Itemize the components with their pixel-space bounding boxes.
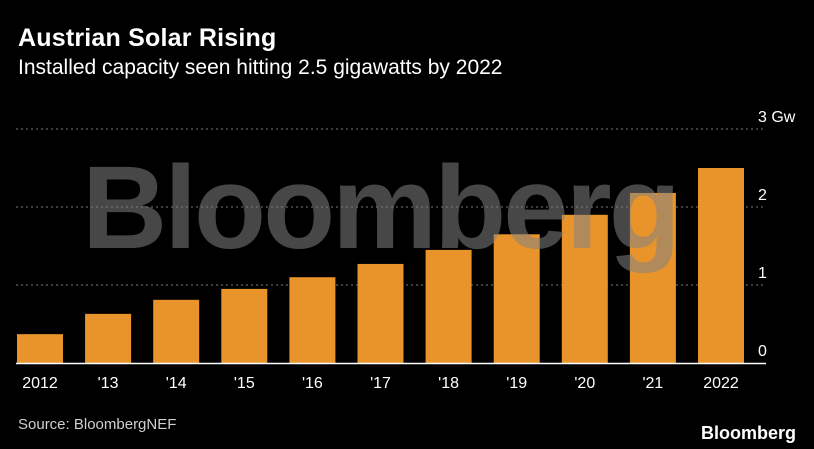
y-axis-ticks: 0 1 2 3 Gw (758, 109, 796, 360)
x-tick-label: '20 (574, 375, 595, 392)
bar (85, 313, 132, 363)
bar (289, 277, 336, 363)
bar (221, 288, 268, 363)
x-axis-ticks: 2012 '13 '14 '15 '16 '17 '18 '19 '20 '21 2022 (22, 375, 739, 392)
bar (698, 168, 744, 363)
bar (425, 249, 472, 363)
x-tick-label: '17 (370, 375, 391, 392)
y-tick-label: 3 Gw (758, 109, 796, 126)
bar (493, 234, 540, 363)
x-tick-label: '21 (642, 375, 663, 392)
y-tick-label: 0 (758, 343, 767, 360)
bar (357, 263, 404, 363)
y-tick-label: 2 (758, 187, 767, 204)
x-tick-label: '15 (234, 375, 255, 392)
bloomberg-logo: Bloomberg (700, 423, 796, 443)
x-tick-label: '16 (302, 375, 323, 392)
x-tick-label: '13 (98, 375, 119, 392)
x-tick-label: '19 (506, 375, 527, 392)
x-tick-label: '18 (438, 375, 459, 392)
x-tick-label: 2012 (22, 375, 58, 392)
x-tick-label: 2022 (703, 375, 739, 392)
bars (17, 168, 744, 363)
x-tick-label: '14 (166, 375, 187, 392)
chart-subtitle: Installed capacity seen hitting 2.5 giga… (18, 56, 503, 79)
bar (17, 334, 63, 363)
source-note: Source: BloombergNEF (18, 416, 177, 433)
chart-title: Austrian Solar Rising (18, 24, 277, 52)
bar (561, 214, 608, 363)
y-tick-label: 1 (758, 265, 767, 282)
bar (629, 192, 676, 363)
bar (153, 299, 200, 363)
